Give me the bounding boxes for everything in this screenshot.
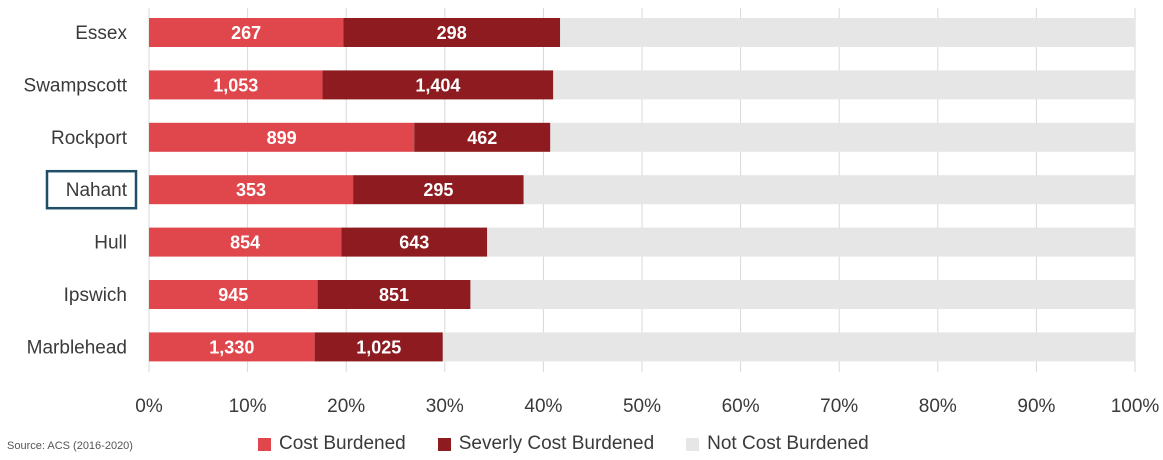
bar-value-label: 1,025 (356, 337, 401, 357)
x-tick-label: 20% (327, 396, 365, 417)
legend: Cost Burdened Severly Cost Burdened Not … (258, 433, 901, 455)
bar-value-label: 353 (236, 180, 266, 200)
legend-item-not-cost-burdened: Not Cost Burdened (686, 433, 869, 455)
bar-segment-not-cost-burdened (487, 227, 1135, 257)
x-tick-label: 0% (135, 396, 163, 417)
legend-swatch-severely-cost-burdened (437, 437, 451, 451)
x-tick-label: 60% (722, 396, 760, 417)
bar-value-label: 1,053 (213, 75, 258, 95)
bar-segment-severly-cost-burdened (414, 122, 551, 152)
bar-segment-severly-cost-burdened (343, 18, 561, 47)
x-tick-label: 70% (820, 396, 858, 417)
x-tick-label: 50% (623, 396, 661, 417)
x-tick-label: 100% (1111, 396, 1160, 417)
bar-segment-severly-cost-burdened (341, 227, 488, 257)
stacked-bar-chart: 267 298 1,053 1,404 899 462 353 295 854 643 945 851… (24, 8, 1159, 417)
bar-segment-cost-burdened (149, 227, 342, 257)
legend-swatch-not-cost-burdened (686, 437, 700, 451)
highlight-box (45, 169, 138, 210)
bar-value-label: 854 (230, 233, 260, 253)
bar-value-label: 643 (399, 233, 429, 253)
category-label-marblehead: Marblehead (27, 337, 127, 358)
legend-label-not-cost-burdened: Not Cost Burdened (707, 433, 869, 454)
bar-segment-not-cost-burdened (442, 332, 1135, 362)
bar-segment-cost-burdened (149, 18, 344, 47)
bar-value-label: 945 (218, 285, 248, 305)
bar-segment-cost-burdened (149, 332, 315, 362)
bar-segment-not-cost-burdened (550, 122, 1135, 152)
bar-segment-cost-burdened (149, 122, 415, 152)
legend-label-cost-burdened: Cost Burdened (279, 433, 406, 454)
x-tick-label: 10% (229, 396, 267, 417)
category-label-rockport: Rockport (51, 128, 128, 149)
legend-swatch-cost-burdened (258, 437, 271, 451)
legend-item-cost-burdened: Cost Burdened (258, 433, 406, 455)
bar-value-label: 851 (379, 285, 409, 305)
bar-segment-severly-cost-burdened (322, 70, 554, 100)
bar-value-label: 899 (267, 128, 297, 148)
x-tick-label: 90% (1017, 396, 1055, 417)
bar-segment-not-cost-burdened (560, 18, 1135, 47)
bar-segment-severly-cost-burdened (314, 332, 443, 362)
legend-label-severely-cost-burdened: Severly Cost Burdened (458, 433, 655, 454)
category-label-swampscott: Swampscott (24, 75, 128, 96)
bar-value-label: 1,330 (209, 337, 254, 357)
bar-value-label: 298 (437, 23, 467, 43)
bar-value-label: 462 (467, 128, 497, 148)
category-label-hull: Hull (94, 233, 127, 254)
bars: 267 298 1,053 1,404 899 462 353 295 854 643 945 851… (149, 18, 1135, 362)
bar-value-label: 267 (231, 23, 261, 43)
bar-segment-cost-burdened (149, 280, 318, 309)
category-label-ipswich: Ipswich (64, 285, 127, 306)
bar-segment-not-cost-burdened (553, 70, 1135, 100)
x-tick-label: 80% (919, 396, 957, 417)
category-label-essex: Essex (75, 23, 127, 44)
legend-item-severely-cost-burdened: Severly Cost Burdened (437, 433, 655, 455)
source-note: Source: ACS (2016-2020) (7, 440, 133, 452)
bar-segment-not-cost-burdened (470, 280, 1135, 309)
bar-segment-severly-cost-burdened (317, 280, 471, 309)
bar-value-label: 1,404 (415, 75, 460, 95)
category-labels: Essex Swampscott Rockport Nahant Hull Ipswich… (24, 23, 138, 358)
bar-segment-cost-burdened (149, 70, 323, 100)
bar-segment-cost-burdened (149, 175, 354, 205)
bar-value-label: 295 (423, 180, 453, 200)
bar-segment-not-cost-burdened (523, 175, 1135, 205)
x-axis-ticks: 0% 10% 20% 30% 40% 50% 60% 70% 80% 90% 100% (135, 396, 1159, 417)
x-tick-label: 40% (524, 396, 562, 417)
category-label-nahant: Nahant (66, 180, 128, 201)
x-tick-label: 30% (426, 396, 464, 417)
bar-segment-severly-cost-burdened (353, 175, 524, 205)
